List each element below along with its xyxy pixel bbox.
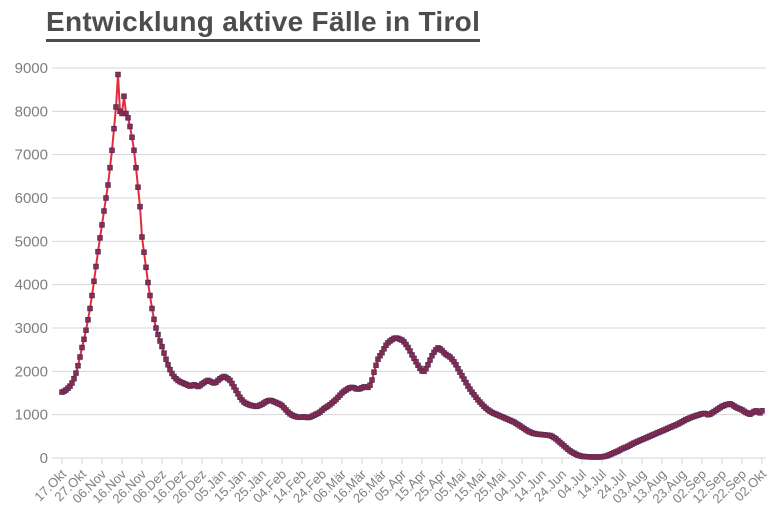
data-point xyxy=(165,362,171,368)
y-tick-label: 2000 xyxy=(15,363,48,380)
y-tick-label: 8000 xyxy=(15,103,48,120)
data-point xyxy=(373,362,379,369)
data-point xyxy=(141,249,147,255)
data-point xyxy=(125,115,131,121)
y-axis-labels: 0 1000 2000 3000 4000 5000 6000 7000 8000 9000 xyxy=(15,60,48,467)
data-point xyxy=(93,263,99,270)
data-point xyxy=(151,316,157,323)
data-point xyxy=(129,134,135,141)
y-tick-label: 3000 xyxy=(15,320,48,337)
data-point xyxy=(81,336,87,343)
data-point xyxy=(367,382,373,388)
data-point xyxy=(77,354,83,360)
data-point xyxy=(113,104,119,110)
y-tick-label: 1000 xyxy=(15,407,48,424)
data-point xyxy=(139,234,145,240)
data-point xyxy=(145,279,151,286)
data-point xyxy=(97,235,103,241)
series-line xyxy=(61,73,763,458)
data-point xyxy=(133,164,139,171)
data-point xyxy=(91,278,97,284)
chart-title: Entwicklung aktive Fälle in Tirol xyxy=(46,6,481,42)
data-point xyxy=(157,338,163,344)
data-point xyxy=(149,305,155,312)
data-point xyxy=(83,327,89,333)
data-point xyxy=(79,344,85,351)
x-axis-ticks xyxy=(61,458,763,464)
y-gridlines xyxy=(57,67,766,459)
data-point xyxy=(85,317,91,323)
data-point xyxy=(99,222,105,228)
data-point xyxy=(155,331,161,338)
data-point xyxy=(163,356,169,362)
y-tick-label: 7000 xyxy=(15,147,48,164)
data-point xyxy=(147,292,153,299)
y-axis-ticks xyxy=(52,67,57,459)
data-point xyxy=(73,370,79,376)
data-point xyxy=(127,123,133,130)
data-point xyxy=(87,305,93,312)
data-point xyxy=(95,248,101,255)
data-point xyxy=(75,362,81,369)
data-point xyxy=(107,164,113,171)
data-point xyxy=(371,369,377,375)
data-point xyxy=(161,350,167,356)
y-tick-label: 4000 xyxy=(15,277,48,294)
series-markers xyxy=(59,71,765,460)
data-point xyxy=(137,203,143,210)
data-point xyxy=(153,325,159,331)
data-point xyxy=(103,195,109,201)
data-point xyxy=(111,125,117,132)
data-point xyxy=(105,182,111,188)
y-tick-label: 5000 xyxy=(15,233,48,250)
data-point xyxy=(159,343,165,350)
data-point xyxy=(131,147,137,154)
data-point xyxy=(427,357,433,363)
y-tick-label: 6000 xyxy=(15,190,48,207)
data-point xyxy=(109,147,115,154)
data-point xyxy=(135,184,141,190)
y-tick-label: 0 xyxy=(40,450,48,467)
data-point xyxy=(121,93,127,99)
data-point xyxy=(71,375,77,382)
y-tick-label: 9000 xyxy=(15,60,48,77)
data-point xyxy=(369,377,375,383)
data-point xyxy=(115,71,121,78)
data-point xyxy=(89,292,95,299)
data-point xyxy=(425,362,431,368)
x-axis-labels: 17.Okt27.Okt06.Nov16.Nov26.Nov06.Dez16.D… xyxy=(31,466,769,506)
data-point xyxy=(101,208,107,214)
data-point xyxy=(759,408,765,414)
data-point xyxy=(143,264,149,271)
